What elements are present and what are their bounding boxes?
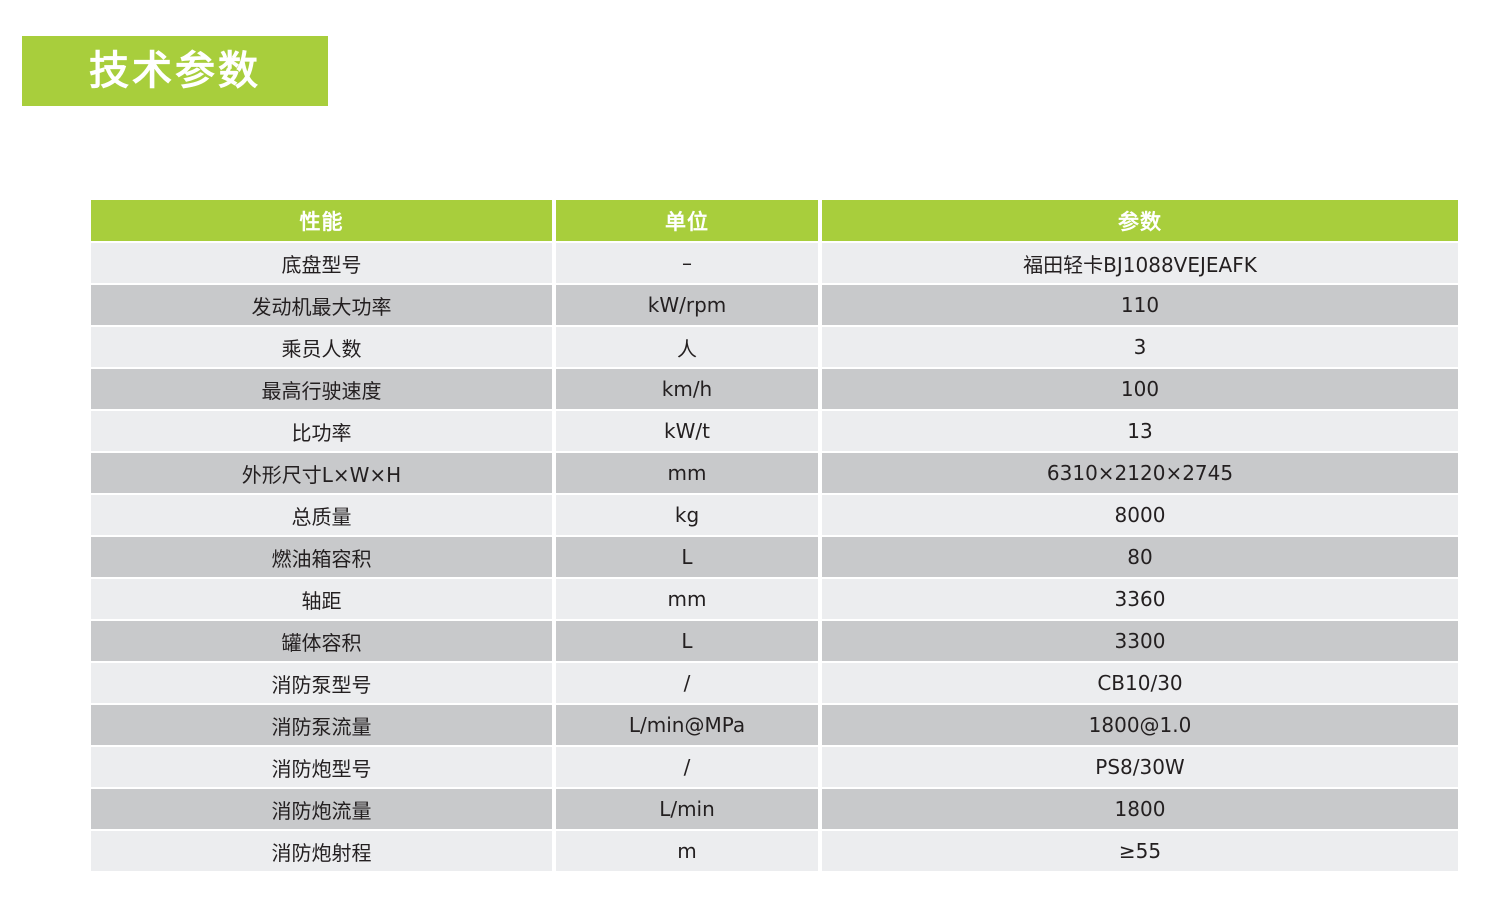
cell-parameter: 1800 (822, 789, 1458, 829)
table-row: 发动机最大功率 kW/rpm 110 (91, 285, 1458, 325)
table-row: 罐体容积 L 3300 (91, 621, 1458, 661)
column-header-performance: 性能 (91, 200, 552, 241)
cell-parameter: 110 (822, 285, 1458, 325)
cell-performance: 比功率 (91, 411, 552, 451)
table-row: 消防泵型号 / CB10/30 (91, 663, 1458, 703)
cell-parameter: 3 (822, 327, 1458, 367)
cell-unit: kW/t (556, 411, 818, 451)
cell-parameter: PS8/30W (822, 747, 1458, 787)
table-row: 燃油箱容积 L 80 (91, 537, 1458, 577)
cell-performance: 外形尺寸L×W×H (91, 453, 552, 493)
cell-unit: m (556, 831, 818, 871)
table-row: 外形尺寸L×W×H mm 6310×2120×2745 (91, 453, 1458, 493)
table-row: 乘员人数 人 3 (91, 327, 1458, 367)
table-header: 性能 单位 参数 (91, 200, 1458, 241)
cell-unit: kg (556, 495, 818, 535)
table-row: 消防炮射程 m ≥55 (91, 831, 1458, 871)
cell-parameter: 1800@1.0 (822, 705, 1458, 745)
cell-performance: 最高行驶速度 (91, 369, 552, 409)
table-row: 总质量 kg 8000 (91, 495, 1458, 535)
technical-parameters-table: 性能 单位 参数 底盘型号 – 福田轻卡BJ1088VEJEAFK 发动机最大功… (87, 198, 1462, 873)
cell-parameter: 3300 (822, 621, 1458, 661)
table-row: 消防泵流量 L/min@MPa 1800@1.0 (91, 705, 1458, 745)
cell-performance: 罐体容积 (91, 621, 552, 661)
cell-unit: L/min (556, 789, 818, 829)
cell-parameter: ≥55 (822, 831, 1458, 871)
section-banner: 技术参数 (22, 36, 328, 106)
table-body: 底盘型号 – 福田轻卡BJ1088VEJEAFK 发动机最大功率 kW/rpm … (91, 243, 1458, 871)
cell-unit: L/min@MPa (556, 705, 818, 745)
cell-performance: 底盘型号 (91, 243, 552, 283)
spec-table-container: 性能 单位 参数 底盘型号 – 福田轻卡BJ1088VEJEAFK 发动机最大功… (87, 198, 1458, 873)
cell-parameter: 80 (822, 537, 1458, 577)
cell-performance: 消防泵型号 (91, 663, 552, 703)
table-row: 轴距 mm 3360 (91, 579, 1458, 619)
cell-unit: 人 (556, 327, 818, 367)
cell-unit: mm (556, 579, 818, 619)
cell-performance: 燃油箱容积 (91, 537, 552, 577)
cell-parameter: 6310×2120×2745 (822, 453, 1458, 493)
table-row: 消防炮型号 / PS8/30W (91, 747, 1458, 787)
table-row: 消防炮流量 L/min 1800 (91, 789, 1458, 829)
cell-performance: 消防炮射程 (91, 831, 552, 871)
cell-parameter: 3360 (822, 579, 1458, 619)
column-header-parameter: 参数 (822, 200, 1458, 241)
cell-unit: L (556, 621, 818, 661)
table-row: 最高行驶速度 km/h 100 (91, 369, 1458, 409)
cell-performance: 乘员人数 (91, 327, 552, 367)
table-header-row: 性能 单位 参数 (91, 200, 1458, 241)
cell-parameter: 8000 (822, 495, 1458, 535)
cell-unit: kW/rpm (556, 285, 818, 325)
cell-performance: 消防炮流量 (91, 789, 552, 829)
cell-unit: – (556, 243, 818, 283)
cell-performance: 消防泵流量 (91, 705, 552, 745)
cell-unit: / (556, 663, 818, 703)
cell-unit: / (556, 747, 818, 787)
cell-unit: mm (556, 453, 818, 493)
cell-parameter: 100 (822, 369, 1458, 409)
cell-parameter: 13 (822, 411, 1458, 451)
cell-unit: L (556, 537, 818, 577)
page-title: 技术参数 (89, 48, 261, 94)
table-row: 底盘型号 – 福田轻卡BJ1088VEJEAFK (91, 243, 1458, 283)
cell-performance: 总质量 (91, 495, 552, 535)
table-row: 比功率 kW/t 13 (91, 411, 1458, 451)
cell-unit: km/h (556, 369, 818, 409)
cell-performance: 发动机最大功率 (91, 285, 552, 325)
cell-performance: 消防炮型号 (91, 747, 552, 787)
cell-performance: 轴距 (91, 579, 552, 619)
column-header-unit: 单位 (556, 200, 818, 241)
cell-parameter: CB10/30 (822, 663, 1458, 703)
cell-parameter: 福田轻卡BJ1088VEJEAFK (822, 243, 1458, 283)
